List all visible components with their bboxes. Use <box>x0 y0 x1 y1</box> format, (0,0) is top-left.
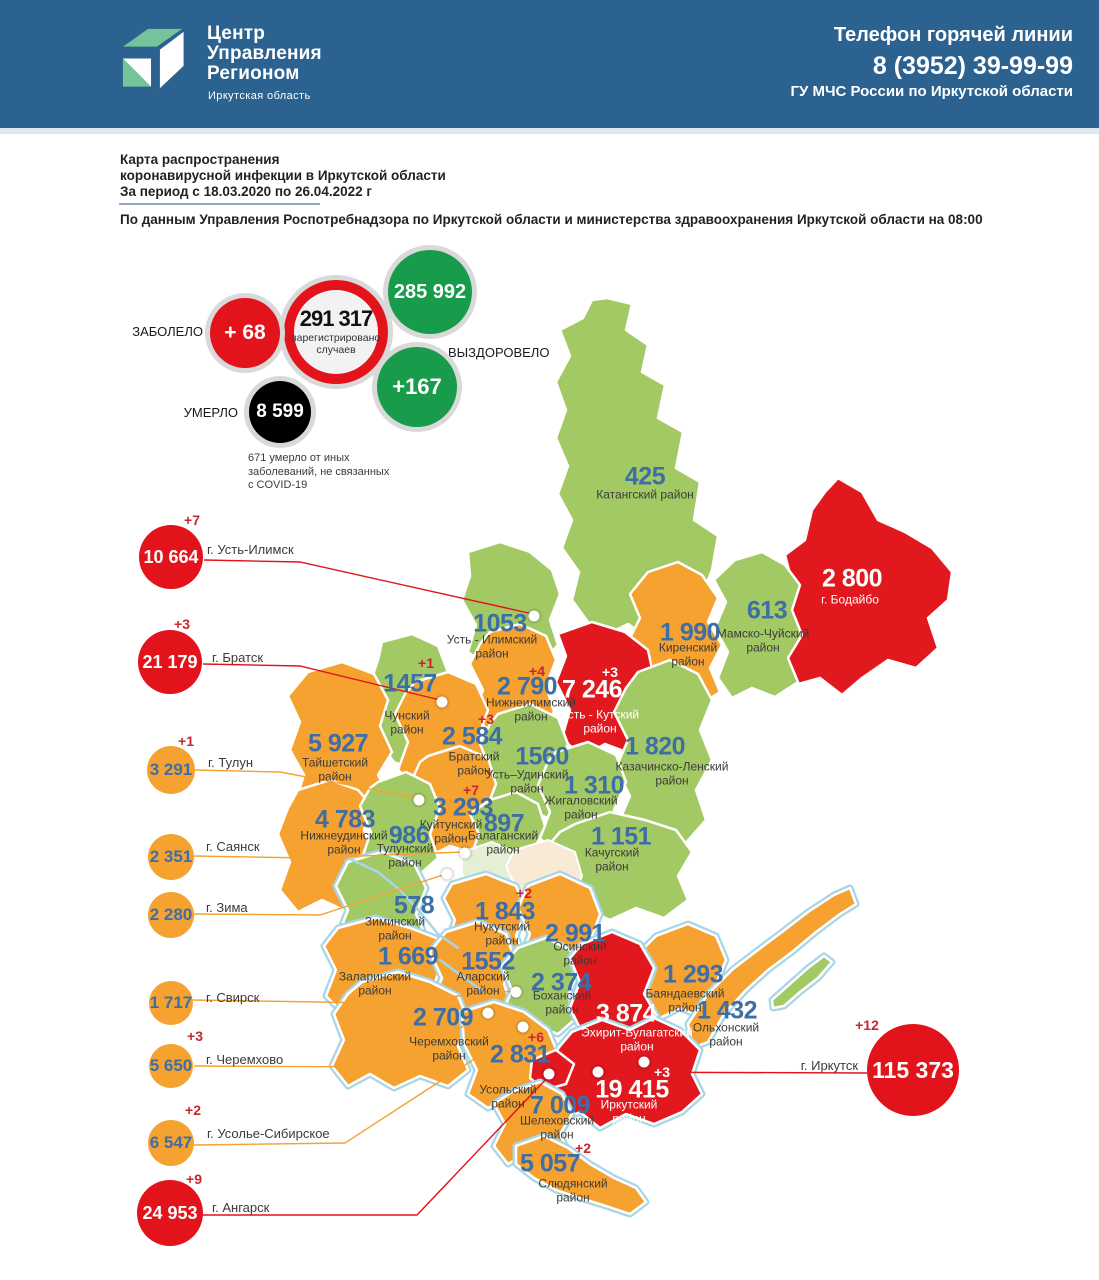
river-line <box>438 958 486 994</box>
cur-logo-icon <box>122 28 184 89</box>
hotline-phone: 8 (3952) 39-99-99 <box>872 52 1073 80</box>
page-title: Карта распространения коронавирусной инф… <box>120 152 446 199</box>
logo-title: Центр Управления Регионом <box>207 23 322 84</box>
hotline-org: ГУ МЧС России по Иркутской области <box>790 83 1073 100</box>
leader-line-ust-ilimsk <box>203 559 534 615</box>
leader-line-sayansk <box>193 851 465 859</box>
died-circle: 8 599 <box>249 381 311 443</box>
leader-line-usolye <box>193 1027 523 1146</box>
district-shape-mamsko-chuysky <box>712 550 804 700</box>
registered-circle: 291 317 зарегистрировано случаев <box>284 280 388 384</box>
died-label: УМЕРЛО <box>183 405 238 420</box>
leader-line-zima <box>193 873 447 916</box>
died-note: 671 умерло от иных заболеваний, не связа… <box>248 452 390 491</box>
recovered-delta-circle: +167 <box>377 347 457 427</box>
leader-line-irkutsk <box>597 1071 868 1074</box>
leader-line-bratsk <box>202 663 441 701</box>
leader-line-svirsk <box>192 990 514 1004</box>
hotline-block: Телефон горячей линии 8 (3952) 39-99-99 … <box>791 24 1073 100</box>
logo-subtitle: Иркутская область <box>208 90 311 102</box>
sick-label: ЗАБОЛЕЛО <box>132 324 203 339</box>
district-shape-slyudyansky <box>514 1134 648 1216</box>
registered-caption: зарегистрировано случаев <box>291 332 381 356</box>
header-bar: Центр Управления Регионом Иркутская обла… <box>0 0 1099 128</box>
leader-line-tulun <box>194 769 419 799</box>
title-rule <box>119 203 320 205</box>
recovered-total-circle: 285 992 <box>388 250 472 334</box>
header-strip <box>0 128 1099 134</box>
river-line <box>350 858 460 950</box>
hotline-title: Телефон горячей линии <box>833 24 1073 46</box>
leader-line-cheremkhovo <box>193 1012 488 1068</box>
registered-value: 291 317 <box>299 306 374 331</box>
recovered-label: ВЫЗДОРОВЕЛО <box>448 345 550 360</box>
sick-delta-circle: + 68 <box>210 298 280 368</box>
data-source-line: По данным Управления Роспотребнадзора по… <box>120 212 983 227</box>
leader-line-angarsk <box>202 1075 550 1216</box>
